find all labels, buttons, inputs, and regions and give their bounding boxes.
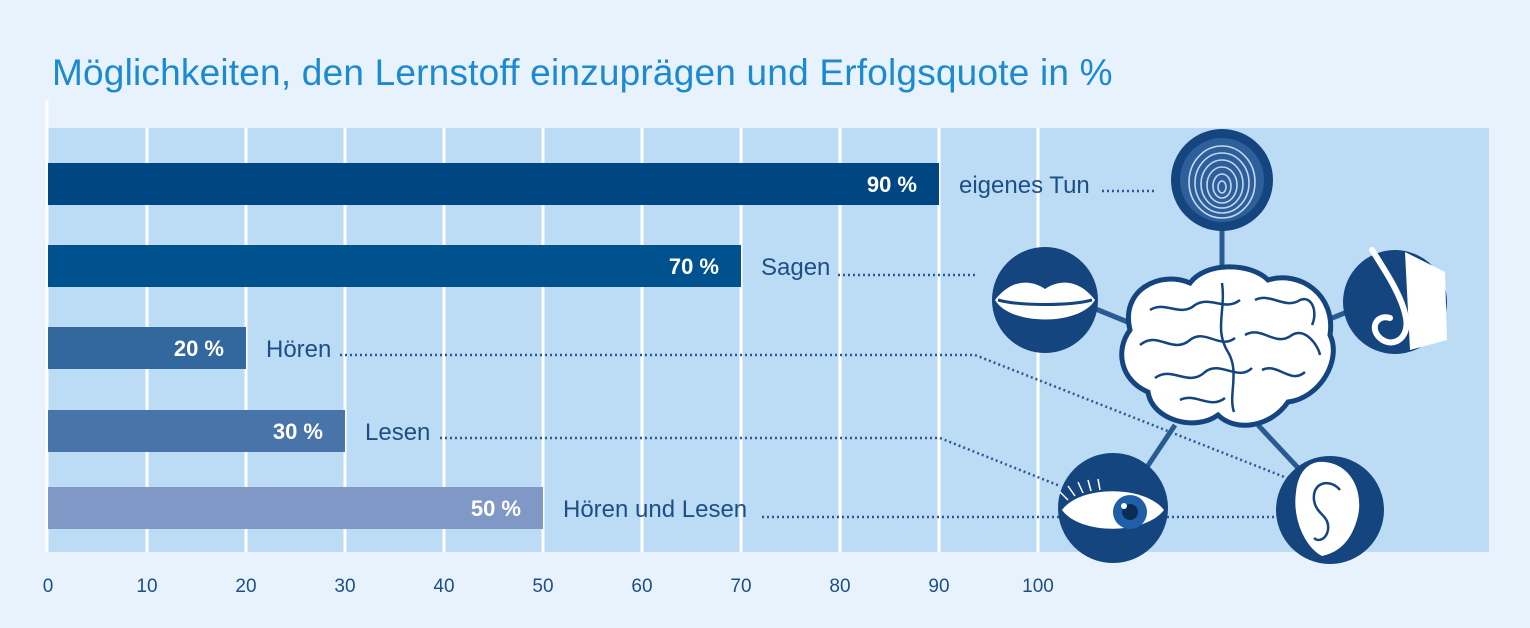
x-tick-label: 70 (730, 576, 751, 597)
x-tick-label: 60 (631, 576, 652, 597)
bar-value-label: 50 % (471, 496, 521, 521)
category-label: Hören und Lesen (563, 496, 747, 523)
bars (48, 163, 939, 529)
chart-title: Möglichkeiten, den Lernstoff einzuprägen… (52, 52, 1113, 93)
bar-value-label: 20 % (174, 336, 224, 361)
connector-line (440, 436, 1061, 488)
bar-labels: 90 % eigenes Tun 70 % Sagen 20 % Hören 30 % Les… (174, 172, 1090, 523)
x-tick-label: 50 (532, 576, 553, 597)
x-axis-ticks: 0 10 20 30 40 50 60 70 80 90 100 (43, 576, 1054, 597)
x-tick-label: 40 (433, 576, 454, 597)
bar-4 (48, 487, 543, 529)
connector-line (340, 353, 1293, 482)
x-tick-label: 90 (928, 576, 949, 597)
bar-2 (48, 327, 246, 369)
category-label: Lesen (365, 419, 430, 446)
nose-icon (1343, 247, 1447, 354)
x-tick-label: 10 (136, 576, 157, 597)
fingerprint-icon (1171, 129, 1273, 231)
x-tick-label: 0 (43, 576, 54, 597)
x-tick-label: 100 (1022, 576, 1054, 597)
bar-3 (48, 410, 345, 452)
senses-illustration (992, 129, 1447, 564)
bar-value-label: 70 % (669, 254, 719, 279)
bar-value-label: 90 % (867, 172, 917, 197)
x-tick-label: 30 (334, 576, 355, 597)
bar-value-label: 30 % (273, 419, 323, 444)
category-label: eigenes Tun (959, 172, 1090, 199)
ear-icon (1276, 456, 1384, 564)
mouth-icon (992, 247, 1098, 353)
bar-1 (48, 245, 741, 287)
x-tick-label: 80 (829, 576, 850, 597)
brain-icon (1119, 264, 1336, 428)
eye-icon (1058, 453, 1168, 563)
category-label: Sagen (761, 254, 830, 281)
bar-0 (48, 163, 939, 205)
x-tick-label: 20 (235, 576, 256, 597)
category-label: Hören (266, 336, 331, 363)
